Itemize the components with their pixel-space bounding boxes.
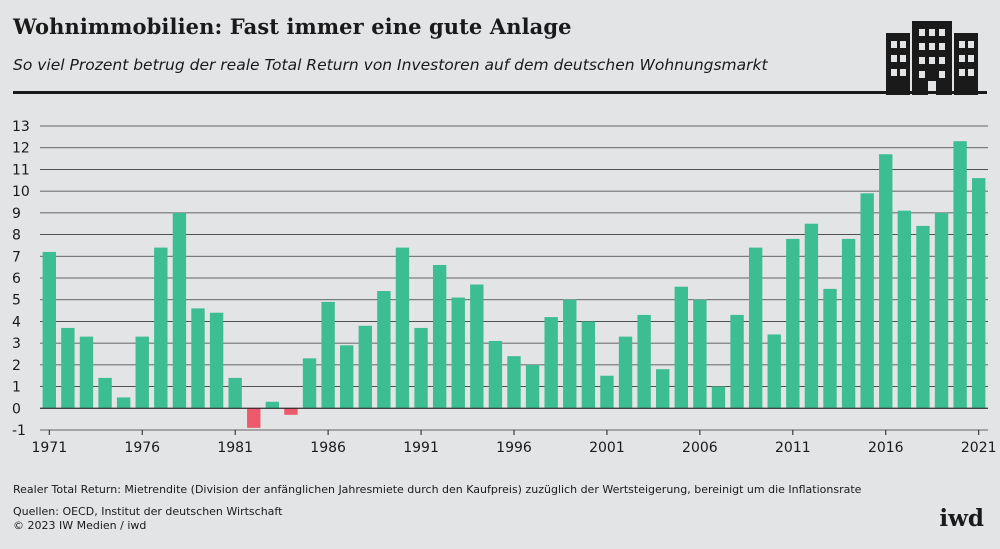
y-tick-label: 6 <box>12 271 21 287</box>
bar-1980 <box>209 312 224 409</box>
bar-1998 <box>544 317 558 409</box>
bar-1999 <box>563 299 577 409</box>
y-tick-label: 13 <box>12 119 30 135</box>
bar-2015 <box>860 193 874 409</box>
x-tick-label: 1996 <box>496 440 532 456</box>
bar-2018 <box>916 225 930 409</box>
bar-1996 <box>507 356 521 409</box>
bar-1989 <box>377 291 391 409</box>
footnote: Realer Total Return: Mietrendite (Divisi… <box>13 483 862 496</box>
bar-1971 <box>42 251 56 409</box>
bar-1974 <box>98 377 112 409</box>
bar-1995 <box>488 340 503 409</box>
bar-1983 <box>265 401 280 409</box>
y-tick-label: 3 <box>12 336 21 352</box>
header-divider <box>13 91 987 94</box>
x-tick-label: 2006 <box>682 440 718 456</box>
bar-1994 <box>470 284 484 409</box>
bar-1988 <box>358 325 372 409</box>
y-tick-label: 9 <box>12 206 21 222</box>
bar-1973 <box>79 336 94 409</box>
x-tick-label: 2011 <box>775 440 811 456</box>
x-axis-tick-labels: 1971 1976 1981 1986 1991 1996 2001 2006 2011 2016… <box>31 430 997 456</box>
bar-1997 <box>525 364 540 409</box>
x-tick-label: 1981 <box>217 440 253 456</box>
bar-1993 <box>451 297 465 409</box>
bar-2000 <box>581 321 596 409</box>
bar-1975 <box>116 397 131 409</box>
building-icon <box>886 21 978 95</box>
bar-2008 <box>730 314 744 409</box>
x-tick-label: 2021 <box>961 440 997 456</box>
bar-1990 <box>395 247 410 409</box>
bar-2017 <box>897 210 912 409</box>
bar-2021 <box>972 178 986 409</box>
bar-1992 <box>432 264 447 409</box>
bar-2011 <box>786 238 800 409</box>
x-tick-label: 2016 <box>868 440 904 456</box>
y-tick-label: 5 <box>12 293 21 309</box>
sources-text: Quellen: OECD, Institut der deutschen Wi… <box>13 505 283 518</box>
y-tick-label: 12 <box>12 141 30 157</box>
bar-2006 <box>693 299 707 409</box>
y-tick-label: 11 <box>12 162 30 178</box>
bar-2002 <box>618 336 633 409</box>
bar-2020 <box>953 141 967 409</box>
bar-2001 <box>600 375 614 409</box>
bar-2013 <box>823 288 837 409</box>
bar-2009 <box>748 247 763 409</box>
bar-1972 <box>61 327 75 409</box>
bar-2016 <box>879 154 893 409</box>
bar-2010 <box>767 334 781 409</box>
bar-1976 <box>135 336 149 409</box>
x-tick-label: 2001 <box>589 440 625 456</box>
x-tick-label: 1976 <box>124 440 160 456</box>
y-tick-label: 0 <box>12 401 21 417</box>
bar-1985 <box>302 358 317 409</box>
bar-2004 <box>656 369 670 409</box>
chart-subtitle: So viel Prozent betrug der reale Total R… <box>13 56 768 74</box>
y-tick-label: 8 <box>12 228 21 244</box>
y-tick-label: 7 <box>12 249 21 265</box>
x-tick-label: 1971 <box>31 440 67 456</box>
y-tick-label: 2 <box>12 358 21 374</box>
bar-2007 <box>711 386 726 409</box>
bar-1981 <box>228 377 242 409</box>
bar-2003 <box>637 314 651 409</box>
brand-logo: iwd <box>939 505 984 532</box>
bar-1977 <box>154 247 168 409</box>
y-tick-label: 4 <box>12 314 21 330</box>
y-tick-label: 10 <box>12 184 30 200</box>
bar-2012 <box>804 223 819 409</box>
bar-2005 <box>674 286 688 409</box>
bar-1986 <box>321 301 335 409</box>
y-tick-label: 1 <box>12 380 21 396</box>
chart-title: Wohnimmobilien: Fast immer eine gute Anl… <box>13 14 572 39</box>
bar-1979 <box>191 308 205 409</box>
bar-1984 <box>284 408 298 415</box>
x-tick-label: 1991 <box>403 440 439 456</box>
bars <box>42 141 986 428</box>
x-tick-label: 1986 <box>310 440 346 456</box>
y-tick-label: -1 <box>12 423 26 439</box>
bar-1982 <box>247 408 261 428</box>
bar-1987 <box>340 345 354 409</box>
bar-2019 <box>934 212 949 409</box>
copyright-text: © 2023 IW Medien / iwd <box>13 519 147 532</box>
bar-2014 <box>841 238 856 409</box>
bar-1978 <box>172 212 187 409</box>
bar-1991 <box>414 327 428 409</box>
